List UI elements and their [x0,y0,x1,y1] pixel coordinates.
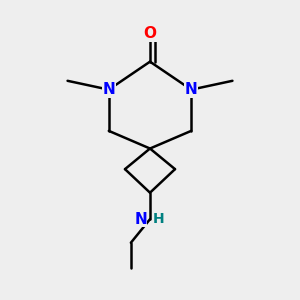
Text: N: N [102,82,115,97]
Text: N: N [185,82,198,97]
Text: N: N [134,212,147,227]
Text: O: O [143,26,157,41]
Text: H: H [153,212,165,226]
